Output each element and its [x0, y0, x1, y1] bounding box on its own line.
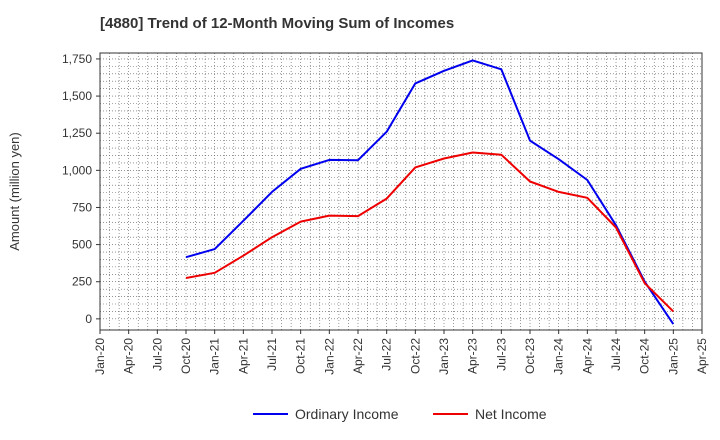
y-tick-label: 1,000 [62, 163, 92, 177]
series-lines [185, 59, 675, 325]
x-tick-label: Apr-25 [695, 338, 709, 374]
x-tick-label: Oct-20 [179, 338, 193, 374]
x-tick-label: Jan-20 [93, 338, 107, 375]
x-tick-label: Jul-21 [265, 338, 279, 371]
x-tick-label: Jul-23 [494, 338, 508, 371]
x-tick-label: Apr-20 [122, 338, 136, 374]
y-axis-label: Amount (million yen) [7, 132, 22, 251]
y-tick-label: 0 [85, 312, 92, 326]
y-tick-label: 1,750 [62, 52, 92, 66]
x-tick-label: Oct-21 [294, 338, 308, 374]
x-tick-label: Oct-23 [523, 338, 537, 374]
plot-frame [99, 52, 703, 331]
y-tick-label: 250 [72, 275, 92, 289]
y-tick-label: 750 [72, 200, 92, 214]
legend-label: Net Income [475, 406, 547, 422]
x-tick-label: Jan-22 [322, 338, 336, 375]
x-tick-label: Apr-21 [236, 338, 250, 374]
legend: Ordinary Income Net Income [253, 406, 547, 422]
x-tick-label: Jul-24 [609, 338, 623, 371]
y-tick-label: 500 [72, 238, 92, 252]
x-tick-label: Apr-22 [351, 338, 365, 374]
x-axis-ticks: Jan-20 Apr-20 Jul-20 Oct-20 Jan-21 Apr-21 Jul-… [93, 330, 709, 375]
y-tick-label: 1,500 [62, 89, 92, 103]
x-tick-label: Jul-22 [380, 338, 394, 371]
y-tick-label: 1,250 [62, 126, 92, 140]
legend-label: Ordinary Income [295, 406, 399, 422]
x-tick-label: Jan-24 [552, 338, 566, 375]
chart-title: [4880] Trend of 12-Month Moving Sum of I… [100, 15, 455, 32]
x-tick-label: Jul-20 [150, 338, 164, 371]
x-tick-label: Oct-24 [638, 338, 652, 374]
x-tick-label: Jan-25 [666, 338, 680, 375]
series-line-net-income [185, 151, 675, 313]
y-axis-ticks: 0 250 500 750 1,000 1,250 1,500 1,750 [62, 52, 100, 326]
x-tick-label: Jan-21 [208, 338, 222, 375]
x-tick-label: Apr-23 [466, 338, 480, 374]
x-tick-label: Jan-23 [437, 338, 451, 375]
x-tick-label: Oct-22 [408, 338, 422, 374]
x-tick-label: Apr-24 [580, 338, 594, 374]
grid [100, 53, 702, 330]
series-line-ordinary-income [185, 59, 675, 325]
